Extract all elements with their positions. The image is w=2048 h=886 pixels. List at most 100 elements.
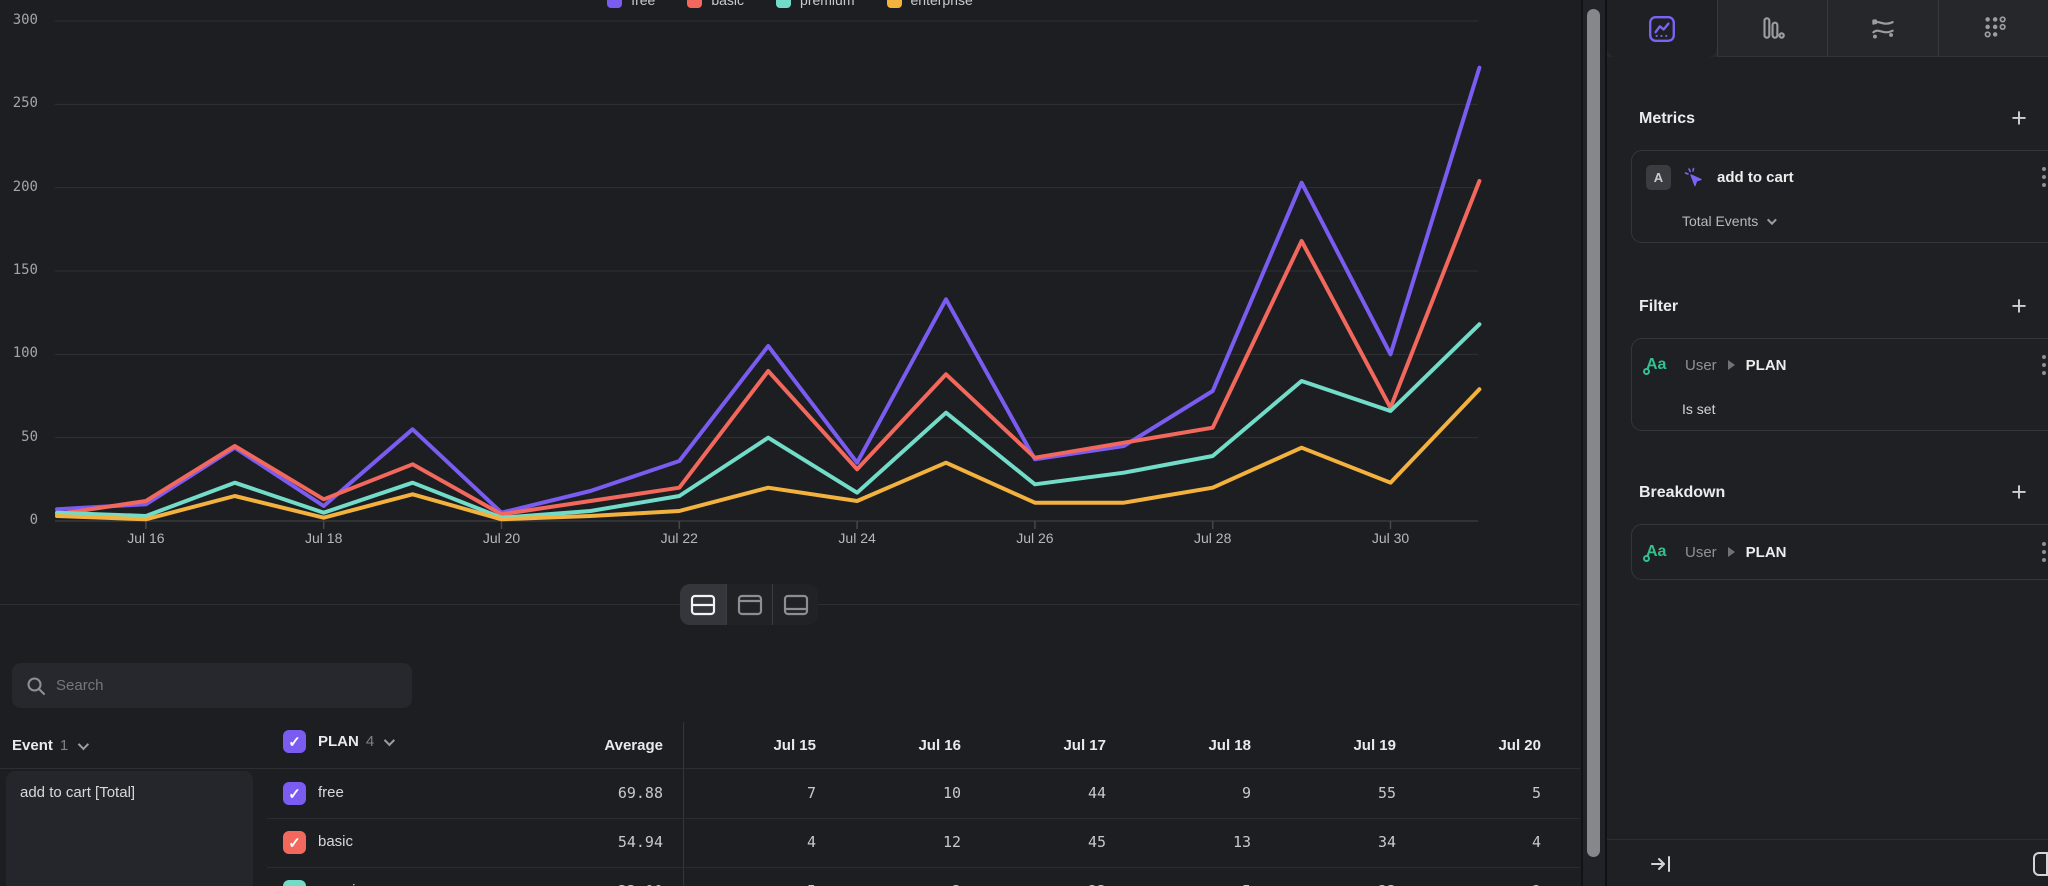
view-layout-toggle: [680, 584, 818, 625]
cell-value: 4: [1531, 833, 1541, 851]
view-table-bottom-button[interactable]: [772, 584, 818, 625]
search-input[interactable]: [56, 677, 386, 694]
cell-value: 3: [851, 882, 961, 886]
tab-bar-chart[interactable]: [1716, 0, 1827, 57]
collapse-panel-button[interactable]: [1649, 852, 1673, 881]
series-line-free: [55, 65, 1482, 515]
breakdown-scope: User: [1685, 543, 1717, 561]
filter-property: PLAN: [1745, 356, 1787, 374]
split-view-icon: [2033, 852, 2048, 876]
query-builder-sidebar: Metrics + A add to cart Total Events: [1607, 0, 2048, 886]
row-checkbox[interactable]: ✓: [283, 782, 306, 805]
row-divider: [267, 867, 1580, 868]
add-metric-button[interactable]: +: [2011, 103, 2027, 133]
row-label: free: [318, 784, 344, 801]
y-tick-label: 250: [12, 95, 38, 112]
average-value: 33.00: [543, 882, 663, 886]
series-line-premium: [55, 322, 1482, 520]
date-column-header[interactable]: Jul 16: [918, 737, 961, 754]
average-value: 69.88: [617, 784, 663, 802]
legend-swatch: [607, 0, 623, 8]
add-breakdown-button[interactable]: +: [2011, 477, 2027, 507]
legend-item-basic[interactable]: basic: [687, 0, 744, 8]
y-tick-label: 100: [12, 345, 38, 362]
y-tick-label: 150: [12, 262, 38, 278]
date-column-header[interactable]: Jul 19: [1353, 737, 1396, 754]
cell-value: 4: [806, 833, 816, 851]
row-divider: [267, 818, 1580, 819]
add-filter-button[interactable]: +: [2011, 291, 2027, 321]
breadcrumb-arrow-icon: [1727, 360, 1735, 370]
split-top-icon: [737, 594, 762, 615]
y-tick-label: 200: [12, 178, 38, 195]
tab-more-options[interactable]: [1937, 0, 2048, 57]
x-tick-label: Jul 30: [1371, 530, 1410, 546]
tab-flows[interactable]: [1827, 0, 1938, 57]
header-divider: [0, 768, 1580, 769]
chevron-down-icon: [77, 738, 90, 750]
date-column-header[interactable]: Jul 20: [1498, 737, 1541, 754]
legend-label: premium: [800, 0, 855, 8]
row-checkbox[interactable]: ✓: [283, 880, 306, 886]
row-label: premium: [318, 882, 376, 886]
cell-value: 13: [1232, 833, 1251, 851]
table-row-free[interactable]: ✓ free 69.88 7 10 44 9 55 5: [0, 769, 1580, 818]
table-row-premium[interactable]: ✓ premium 33.00 5 3 23 5 23 2: [0, 867, 1580, 886]
row-group-label: add to cart [Total]: [20, 784, 136, 801]
date-column-header[interactable]: Jul 15: [773, 737, 816, 754]
plan-label: PLAN: [318, 733, 359, 750]
legend-item-free[interactable]: free: [607, 0, 655, 8]
metric-aggregation-dropdown[interactable]: Total Events: [1682, 213, 1778, 229]
legend-item-premium[interactable]: premium: [776, 0, 855, 8]
x-tick-label: Jul 18: [305, 530, 343, 546]
table-search: [12, 663, 412, 708]
date-column-header[interactable]: Jul 18: [1208, 737, 1251, 754]
breakdown-card[interactable]: Aa User PLAN: [1631, 524, 2048, 580]
filter-menu-kebab-icon[interactable]: [2042, 355, 2046, 375]
cell-value: 9: [1241, 784, 1251, 802]
event-column-header[interactable]: Event 1: [12, 737, 90, 754]
cell-value: 23: [996, 882, 1106, 886]
scrollbar-thumb[interactable]: [1587, 9, 1600, 857]
sidebar-edge-border: [1605, 0, 1607, 886]
legend-swatch: [886, 0, 902, 8]
plan-count: 4: [365, 733, 375, 750]
table-row-basic[interactable]: ✓ basic 54.94 4 12 45 13 34 4: [0, 818, 1580, 867]
date-column-header[interactable]: Jul 17: [1063, 737, 1106, 754]
line-chart: 0 50 100 150 200 250 300 Jul 16 Jul 18 Jul 20 Jul…: [12, 12, 1482, 546]
legend-label: enterprise: [910, 0, 973, 8]
more-options-icon: [1984, 16, 2006, 38]
x-tick-label: Jul 16: [127, 530, 165, 546]
plan-header-toggle[interactable]: PLAN 4: [318, 733, 396, 750]
metric-menu-kebab-icon[interactable]: [2042, 167, 2046, 187]
cell-value: 44: [1087, 784, 1106, 802]
chevron-down-icon: [1767, 214, 1778, 225]
event-label: Event: [12, 737, 53, 754]
filter-condition[interactable]: Is set: [1682, 401, 1716, 417]
legend-swatch: [776, 0, 792, 8]
view-table-top-button[interactable]: [726, 584, 772, 625]
series-line-enterprise: [55, 387, 1482, 522]
x-tick-label: Jul 28: [1194, 530, 1232, 546]
chart-canvas: [55, 20, 1482, 529]
breakdown-menu-kebab-icon[interactable]: [2042, 542, 2046, 562]
legend-item-enterprise[interactable]: enterprise: [886, 0, 973, 8]
tab-line-chart[interactable]: [1607, 0, 1717, 57]
x-tick-label: Jul 26: [1016, 530, 1054, 546]
metric-letter-badge: A: [1646, 164, 1671, 190]
cell-value: 5: [1141, 882, 1251, 886]
cell-value: 2: [1431, 882, 1541, 886]
filter-card[interactable]: Aa User PLAN Is set: [1631, 338, 2048, 431]
main-content: free basic premium enterprise 0 50 100 150 200 2…: [0, 0, 1580, 886]
view-chart-and-table-button[interactable]: [680, 584, 726, 625]
y-tick-label: 0: [29, 512, 38, 528]
average-column-header[interactable]: Average: [604, 737, 663, 754]
row-checkbox[interactable]: ✓: [283, 831, 306, 854]
sidebar-footer-divider: [1607, 839, 2048, 840]
split-view-button[interactable]: [2032, 850, 2048, 883]
metric-card[interactable]: A add to cart Total Events: [1631, 150, 2048, 243]
plan-select-all-checkbox[interactable]: ✓: [283, 730, 306, 753]
average-value: 54.94: [617, 833, 663, 851]
cell-value: 5: [1531, 784, 1541, 802]
